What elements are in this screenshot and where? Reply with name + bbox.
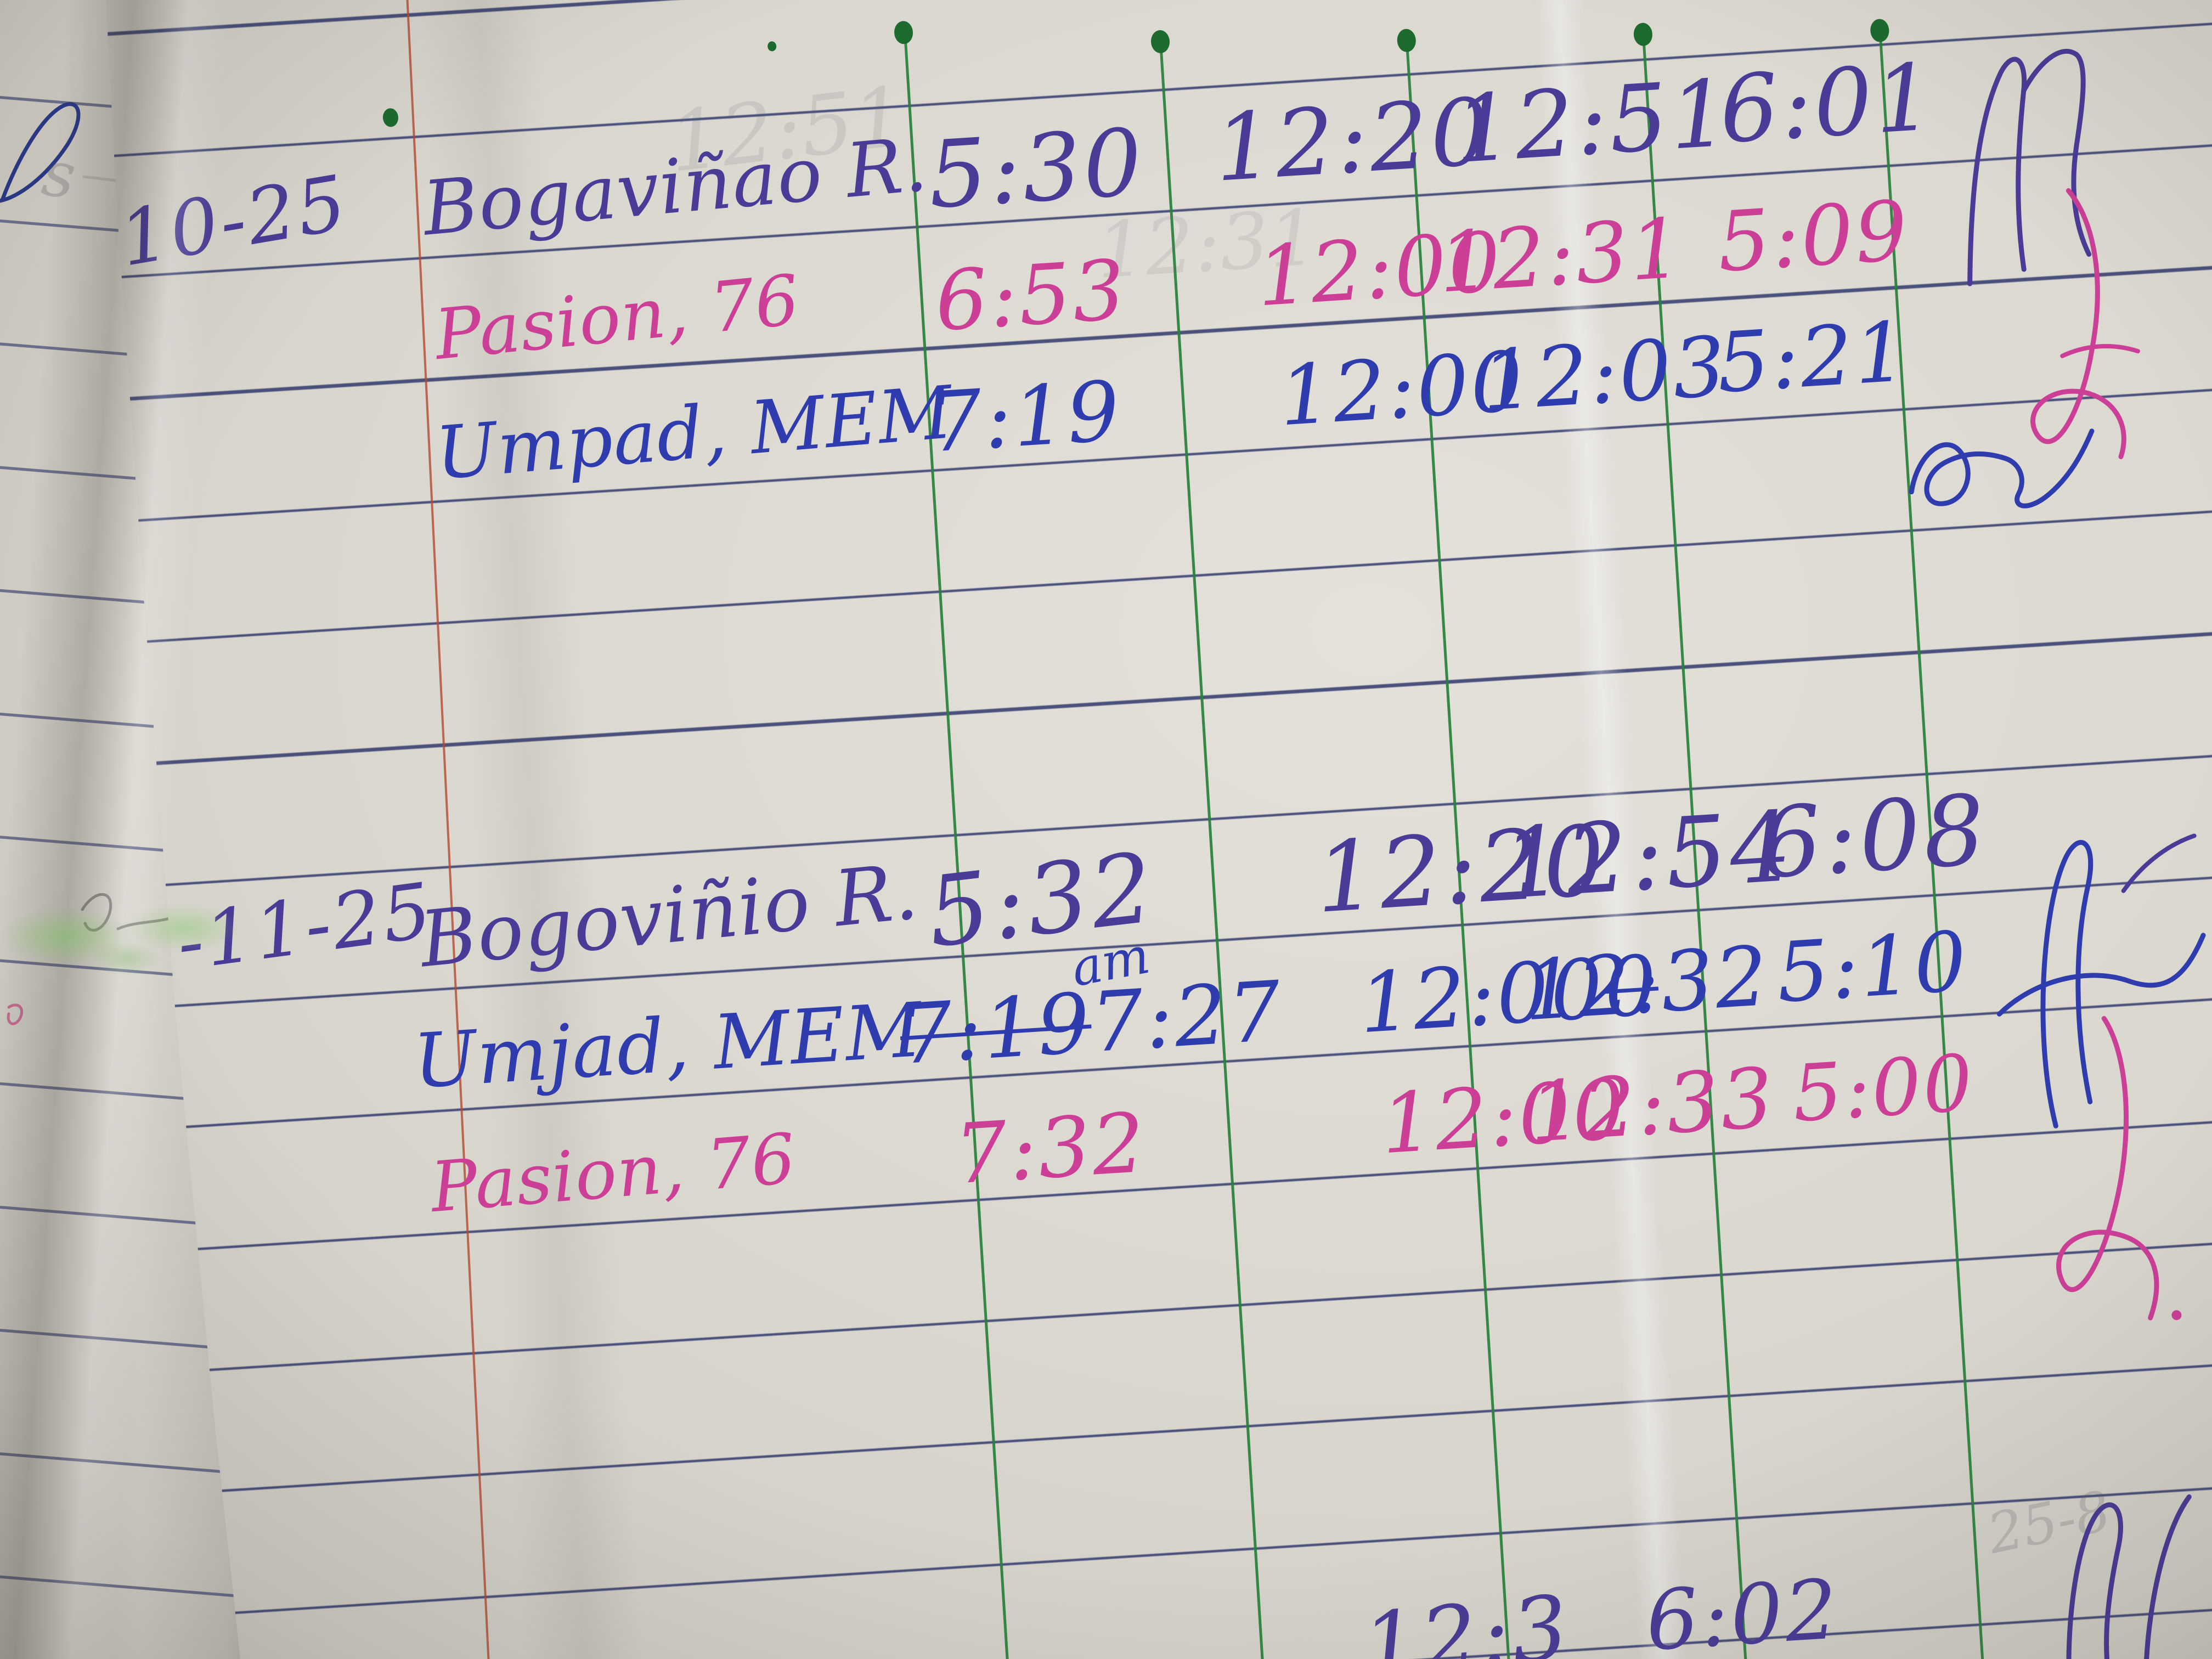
entry1-row1-time-out: 6:01: [1716, 43, 1939, 164]
bottom-partial-left: 12:3: [1358, 1575, 1576, 1659]
bottom-partial-right: 6:02: [1643, 1562, 1843, 1659]
entry2-row2-struck-time: 7:19: [897, 975, 1094, 1084]
entry1-row3-time-out: 5:21: [1714, 304, 1911, 412]
entry2-row3-lunch-in: 12:33: [1526, 1050, 1778, 1161]
entry1-row2-signature: [2030, 188, 2140, 459]
entry2-row1-lunch-in: 12:54: [1499, 790, 1798, 921]
entry2-row2-lunch-in: 12:32: [1521, 928, 1772, 1040]
entry1-row3-time-in: 7:19: [927, 363, 1124, 471]
entry2-row2-time-out: 5:10: [1774, 913, 1971, 1022]
entry2-signature-main: [1996, 833, 2206, 1128]
entry1-row1-lunch-in: 12:51: [1451, 59, 1734, 184]
entry2-row2-time-in: 7:197:27: [897, 964, 1285, 1083]
entry1-row1-time-in: 5:30: [925, 108, 1148, 229]
column-dot-2: [1150, 29, 1171, 54]
entry2-signature-pink: [2056, 1015, 2182, 1321]
entry1-row2-lunch-in: 12:31: [1435, 200, 1687, 312]
entry2-row3-time-in: 7:32: [952, 1095, 1149, 1203]
entry1-row3-lunch-in: 12:03: [1479, 319, 1730, 430]
column-dot-5: [1870, 18, 1890, 43]
entry1-row1-signature: [1967, 49, 2092, 286]
entry1-row1-lunch-out: 12:20: [1211, 77, 1494, 202]
previous-page-pink-mark: [7, 1003, 24, 1025]
previous-page-pen-loop: [0, 102, 81, 203]
entry1-row3-signature: [1909, 428, 2095, 509]
bottom-right-partial-signature: [2066, 1494, 2192, 1659]
column-dot-1: [893, 20, 914, 45]
column-dot-4: [1633, 22, 1654, 47]
entry1-row2-time-in: 6:53: [932, 242, 1130, 350]
column-dot-3: [1396, 28, 1417, 53]
green-speck: [767, 41, 777, 52]
entry2-row2-corrected-time: 7:27: [1088, 963, 1285, 1071]
stray-green-dot: [382, 108, 399, 128]
highlighter-smudge: [0, 873, 258, 997]
entry2-row3-time-out: 5:00: [1790, 1037, 1977, 1140]
entry2-row3-name: Pasion, 76: [427, 1118, 799, 1228]
entry1-row2-time-out: 5:09: [1714, 183, 1912, 291]
